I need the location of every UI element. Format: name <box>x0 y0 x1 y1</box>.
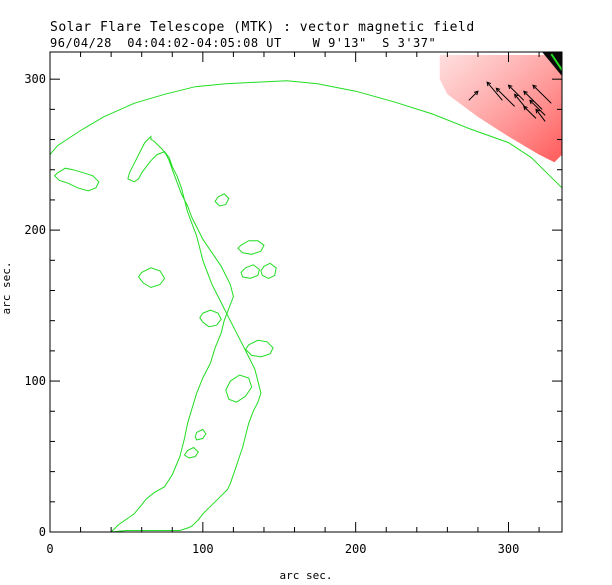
arrow-shaft <box>535 109 546 122</box>
island-contour-7 <box>137 267 166 289</box>
arrow-shaft <box>508 84 525 101</box>
arrow-head <box>535 108 540 114</box>
arrow-shaft <box>523 90 543 110</box>
filament-contour <box>110 135 262 533</box>
arrow-shaft <box>532 84 552 104</box>
arrow-head <box>486 81 492 87</box>
y-axis-label: arc sec. <box>0 262 13 315</box>
vector-arrow-6 <box>532 84 552 104</box>
arrow-head <box>523 105 528 111</box>
arrow-shaft <box>486 81 503 101</box>
axis-ticks: 0 100 200 300 0 100 200 300 <box>24 52 562 556</box>
arrow-head <box>507 84 513 90</box>
limb-contour <box>49 80 563 189</box>
island-contour-5 <box>244 339 274 358</box>
vector-arrow-7 <box>529 99 546 116</box>
x-tick-label: 200 <box>345 542 367 556</box>
shaded-field-region <box>439 52 563 163</box>
vector-arrow-2 <box>495 87 515 107</box>
y-tick-label: 300 <box>24 72 46 86</box>
contour-layer <box>49 80 563 533</box>
chart-subtitle: 96/04/28 04:04:02-04:05:08 UT W 9'13" S … <box>50 36 437 50</box>
arrow-head <box>513 93 519 99</box>
arrow-head <box>529 99 534 105</box>
island-contour-6 <box>225 374 253 403</box>
island-contour-9 <box>194 428 207 441</box>
x-tick-label: 300 <box>498 542 520 556</box>
vector-arrow-9 <box>523 105 537 119</box>
island-contour-2 <box>260 262 277 279</box>
y-tick-label: 0 <box>39 525 46 539</box>
arrow-head <box>532 84 537 90</box>
vector-arrows <box>468 81 552 122</box>
corner-contour <box>550 53 563 71</box>
x-axis-label: arc sec. <box>280 569 333 582</box>
chart-title: Solar Flare Telescope (MTK) : vector mag… <box>50 20 475 35</box>
arrow-shaft <box>529 99 546 116</box>
plot-frame <box>49 51 563 533</box>
x-tick-label: 0 <box>46 542 53 556</box>
shaded-region-polygon <box>439 55 562 163</box>
y-tick-label: 200 <box>24 223 46 237</box>
arrow-head <box>523 90 528 96</box>
island-contour-10 <box>183 446 199 459</box>
vector-arrow-0 <box>468 90 479 101</box>
arrow-shaft <box>468 90 479 101</box>
island-contour-8 <box>214 193 230 207</box>
island-contour-1 <box>237 240 265 255</box>
arrow-shaft <box>523 105 537 119</box>
island-contour-0 <box>53 167 100 192</box>
arrow-shaft <box>495 87 515 107</box>
arrow-head <box>473 90 479 96</box>
island-contour-4 <box>199 309 222 328</box>
vector-arrow-8 <box>535 108 546 122</box>
y-tick-label: 100 <box>24 374 46 388</box>
vector-arrow-1 <box>486 81 503 101</box>
corner-dark-patch <box>542 52 562 77</box>
vector-arrow-3 <box>507 84 525 101</box>
arrow-head <box>495 87 501 93</box>
x-tick-label: 100 <box>192 542 214 556</box>
vector-arrow-5 <box>523 90 543 110</box>
island-contour-3 <box>240 264 260 279</box>
